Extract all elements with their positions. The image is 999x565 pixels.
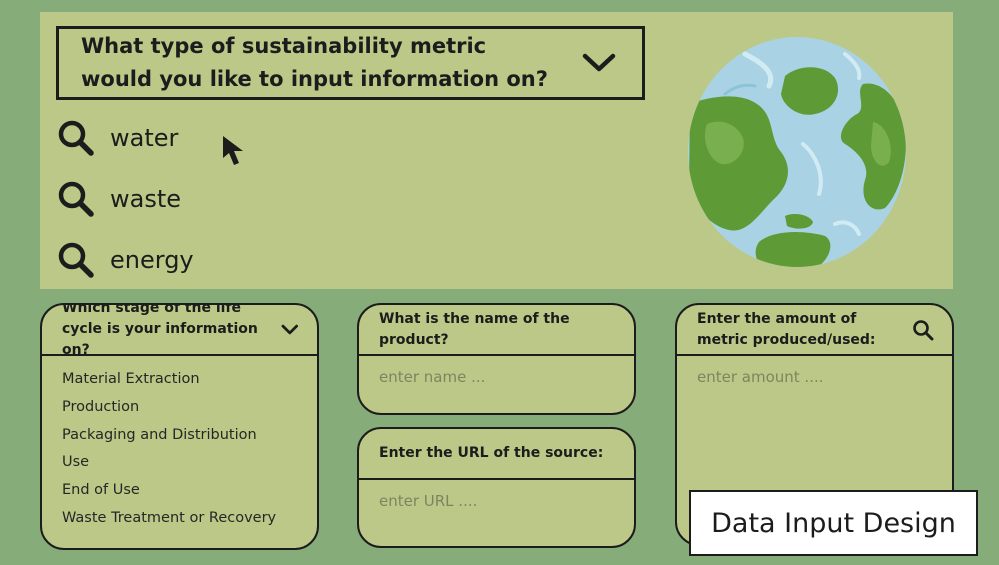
metric-type-dropdown[interactable]: What type of sustainability metric would… — [56, 26, 645, 100]
metric-question: What type of sustainability metric would… — [81, 34, 548, 91]
lifecycle-stage-dropdown[interactable]: Which stage of the life cycle is your in… — [42, 305, 317, 358]
stage-option[interactable]: Use — [62, 454, 90, 471]
product-name-input[interactable]: enter name ... — [379, 368, 486, 386]
metric-option-waste[interactable]: waste — [56, 177, 181, 221]
search-icon — [58, 242, 94, 278]
source-url-input[interactable]: enter URL .... — [379, 492, 478, 510]
option-label: energy — [110, 246, 194, 274]
stage-option[interactable]: Production — [62, 398, 140, 415]
globe-illustration — [688, 37, 906, 267]
product-name-header: What is the name of the product? — [359, 305, 634, 356]
stage-option[interactable]: Waste Treatment or Recovery — [62, 509, 277, 526]
option-label: water — [110, 124, 179, 152]
search-icon[interactable] — [912, 319, 934, 341]
search-icon — [58, 181, 94, 217]
product-name-card: What is the name of the product? enter n… — [357, 303, 636, 415]
amount-question: Enter the amount of metric produced/used… — [697, 310, 876, 348]
stage-option[interactable]: Material Extraction — [62, 371, 200, 387]
product-name-question: What is the name of the product? — [379, 310, 570, 348]
cursor-icon — [223, 136, 243, 165]
chevron-down-icon[interactable] — [281, 324, 299, 336]
metric-panel: What type of sustainability metric would… — [40, 12, 953, 289]
lifecycle-question: Which stage of the life cycle is your in… — [62, 303, 258, 358]
search-icon — [58, 120, 94, 156]
lifecycle-stage-list: Material Extraction Production Packaging… — [42, 356, 317, 543]
amount-input[interactable]: enter amount .... — [697, 368, 824, 386]
stage-option[interactable]: End of Use — [62, 482, 140, 499]
metric-option-energy[interactable]: energy — [56, 238, 194, 282]
chevron-down-icon[interactable] — [582, 52, 616, 74]
amount-header: Enter the amount of metric produced/used… — [677, 305, 952, 356]
stage-option[interactable]: Packaging and Distribution — [62, 426, 257, 443]
metric-option-water[interactable]: water — [56, 116, 178, 160]
source-url-header: Enter the URL of the source: — [359, 429, 634, 480]
option-label: waste — [110, 185, 182, 213]
design-title-label: Data Input Design — [689, 490, 978, 556]
lifecycle-stage-card: Which stage of the life cycle is your in… — [40, 303, 319, 550]
source-url-card: Enter the URL of the source: enter URL .… — [357, 427, 636, 548]
source-url-question: Enter the URL of the source: — [379, 445, 604, 461]
